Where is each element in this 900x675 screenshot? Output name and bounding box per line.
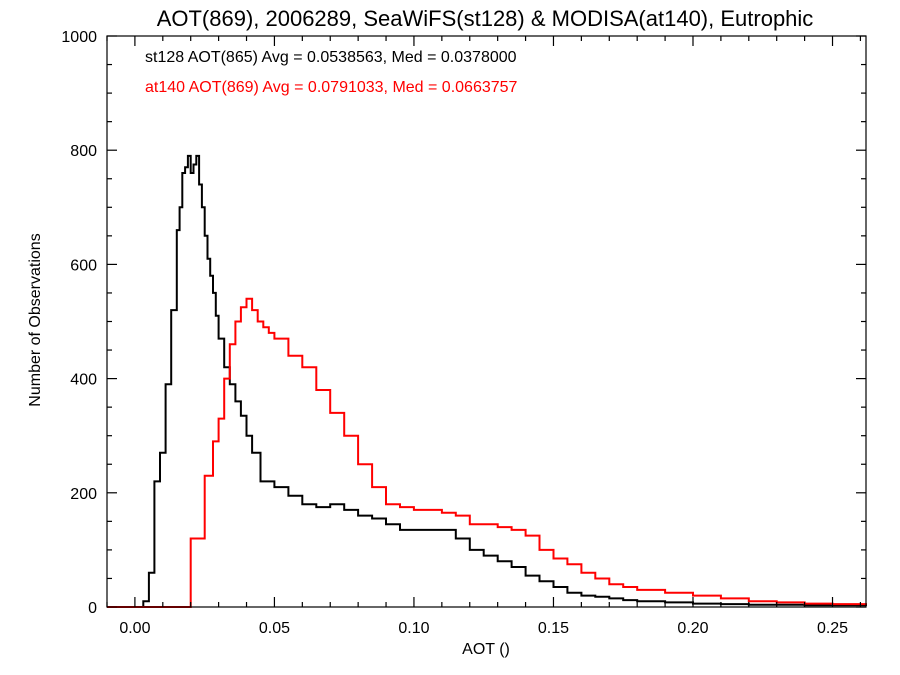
y-tick-label: 800 [70, 143, 97, 160]
y-tick-label: 200 [70, 486, 97, 503]
x-tick-label: 0.15 [538, 620, 569, 637]
x-axis-label: AOT () [462, 641, 510, 658]
series-line-0 [107, 154, 867, 608]
x-tick-label: 0.05 [259, 620, 290, 637]
ticks-layer: 0.00 0.05 0.10 0.15 0.20 0.25 0 200 400 600 800 100… [61, 29, 866, 637]
y-tick-label: 1000 [61, 29, 97, 46]
chart-title: AOT(869), 2006289, SeaWiFS(st128) & MODI… [157, 6, 814, 31]
plot-frame [106, 35, 867, 608]
series-line-1 [107, 297, 867, 608]
x-tick-label: 0.00 [119, 620, 150, 637]
x-tick-label: 0.25 [817, 620, 848, 637]
x-tick-label: 0.10 [398, 620, 429, 637]
y-tick-label: 400 [70, 372, 97, 389]
annotation-st128: st128 AOT(865) Avg = 0.0538563, Med = 0.… [145, 49, 517, 66]
y-tick-label: 600 [70, 257, 97, 274]
series-layer [107, 154, 867, 608]
y-tick-label: 0 [88, 600, 97, 617]
x-tick-label: 0.20 [677, 620, 708, 637]
y-axis-label: Number of Observations [27, 233, 44, 406]
annotation-at140: at140 AOT(869) Avg = 0.0791033, Med = 0.… [145, 79, 518, 96]
